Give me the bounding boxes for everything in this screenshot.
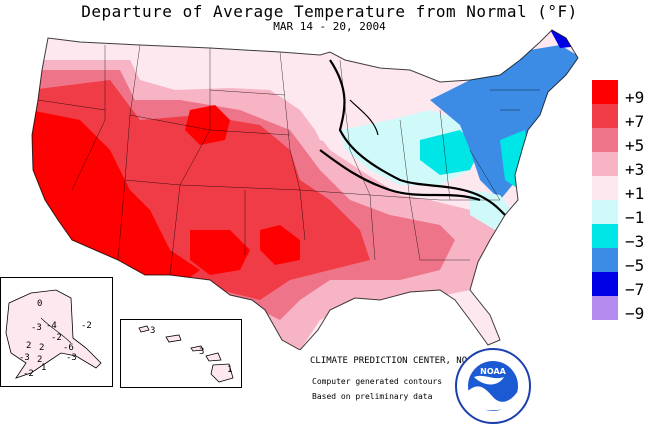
- alaska-label: 2: [39, 343, 44, 353]
- credit-line: Based on preliminary data: [312, 392, 433, 401]
- legend-item: +7: [592, 104, 659, 131]
- legend-label: −1: [625, 208, 645, 227]
- hawaii-label: 3: [199, 347, 204, 357]
- legend-label: +5: [625, 136, 645, 155]
- legend-swatch: [592, 128, 618, 152]
- legend-item: −3: [592, 224, 659, 251]
- legend-item: −9: [592, 296, 659, 323]
- legend-swatch: [592, 200, 618, 224]
- legend-swatch: [592, 152, 618, 176]
- state-boundaries: [31, 29, 579, 350]
- alaska-inset: -3 -4 -2 2 2 -6 -3 -3 2 -2 1 -2 0: [0, 277, 113, 387]
- alaska-label: -2: [51, 333, 62, 343]
- alaska-label: -2: [81, 321, 92, 331]
- alaska-label: 1: [41, 363, 46, 373]
- legend-swatch: [592, 80, 618, 104]
- legend-swatch: [592, 272, 618, 296]
- alaska-label: -4: [46, 321, 57, 331]
- legend-swatch: [592, 296, 618, 320]
- alaska-label: 2: [26, 341, 31, 351]
- legend-swatch: [592, 104, 618, 128]
- noaa-logo-text: NOAA: [480, 367, 506, 376]
- noaa-logo: NOAA: [455, 348, 531, 424]
- legend-swatch: [592, 248, 618, 272]
- legend-label: −9: [625, 304, 645, 323]
- alaska-label: 2: [37, 355, 42, 365]
- legend-item: −1: [592, 200, 659, 227]
- alaska-label: -6: [63, 343, 74, 353]
- legend: +9 +7 +5 +3 +1 −1 −3 −5 −7 −9: [592, 80, 659, 323]
- alaska-map: -3 -4 -2 2 2 -6 -3 -3 2 -2 1 -2 0: [5, 289, 102, 379]
- legend-item: +1: [592, 176, 659, 203]
- legend-item: −7: [592, 272, 659, 299]
- hawaii-label: 1: [227, 365, 232, 375]
- alaska-label: -3: [66, 353, 77, 363]
- legend-item: +9: [592, 80, 659, 107]
- legend-label: +1: [625, 184, 645, 203]
- alaska-label: 0: [37, 299, 42, 309]
- map-title: Departure of Average Temperature from No…: [81, 2, 578, 21]
- legend-label: +3: [625, 160, 645, 179]
- us-temperature-map: [31, 29, 579, 350]
- legend-item: +3: [592, 152, 659, 179]
- hawaii-label: 3: [150, 326, 155, 336]
- alaska-label: -2: [23, 369, 34, 379]
- legend-label: +9: [625, 88, 645, 107]
- credit-line: Computer generated contours: [312, 377, 443, 386]
- hawaii-map: 3 3 1: [138, 325, 234, 383]
- hawaii-inset: 3 3 1: [120, 319, 242, 388]
- legend-swatch: [592, 176, 618, 200]
- legend-label: +7: [625, 112, 645, 131]
- legend-label: −7: [625, 280, 645, 299]
- legend-label: −3: [625, 232, 645, 251]
- legend-label: −5: [625, 256, 645, 275]
- legend-item: +5: [592, 128, 659, 155]
- legend-item: −5: [592, 248, 659, 275]
- credit-line: CLIMATE PREDICTION CENTER, NOAA: [310, 356, 478, 366]
- alaska-label: -3: [19, 353, 30, 363]
- alaska-label: -3: [31, 323, 42, 333]
- map-subtitle: MAR 14 - 20, 2004: [273, 20, 386, 33]
- legend-swatch: [592, 224, 618, 248]
